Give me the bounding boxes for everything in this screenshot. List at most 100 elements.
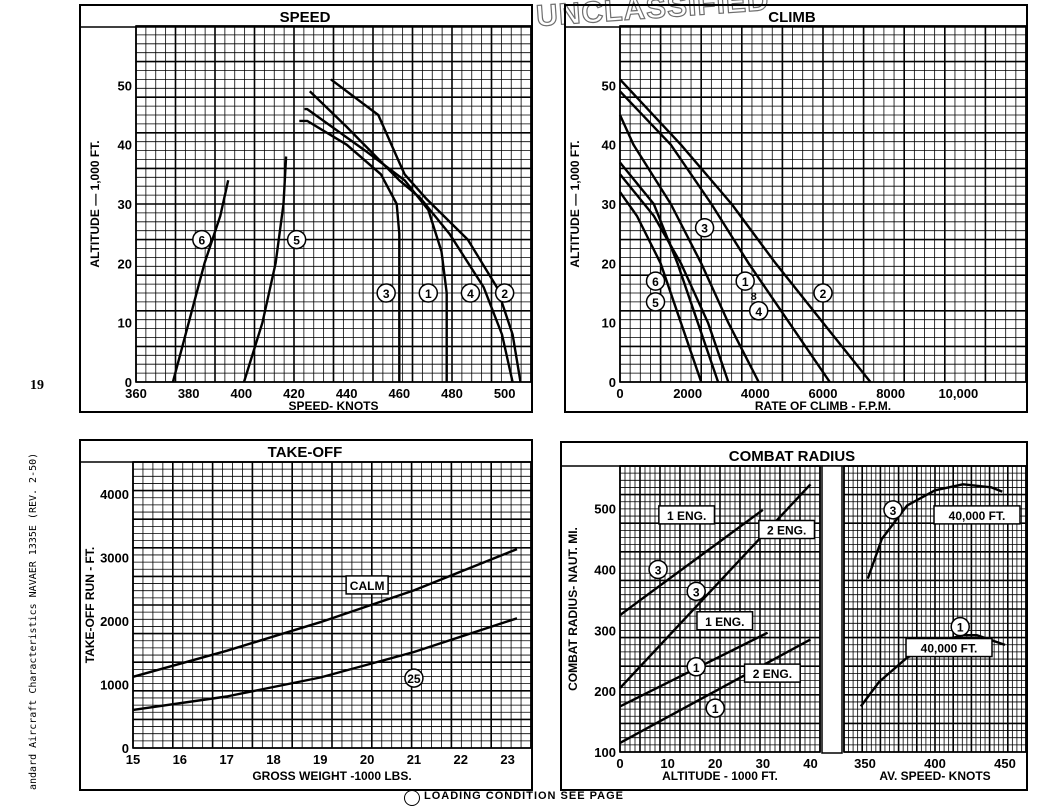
y-tick-label: 400: [594, 562, 616, 577]
series-marker-circle: [376, 283, 396, 303]
y-tick-label: 20: [602, 256, 616, 271]
y-tick-label: 20: [118, 256, 132, 271]
chart-frame: [564, 4, 1028, 413]
y-tick-label: 50: [602, 78, 616, 93]
plot-area: [132, 461, 532, 749]
series-marker-circle: [748, 301, 769, 321]
annotation-label: 1 ENG.: [667, 509, 706, 523]
chart-title: CLIMB: [768, 9, 816, 26]
y-tick-label: 40: [118, 138, 132, 153]
series-label: 25: [407, 672, 421, 686]
x-axis-label: RATE OF CLIMB - F.P.M.: [755, 399, 891, 413]
y-tick-label: 30: [602, 197, 616, 212]
y-axis-label: ALTITUDE — 1,000 FT.: [88, 140, 102, 267]
chart-takeoff: TAKE-OFF 15 16 17 18 19 20 21 22 23 0 1000 2000 3000 4…: [79, 439, 533, 791]
series-label: 3: [701, 222, 708, 236]
series-line: [242, 156, 288, 383]
series-line: [619, 161, 720, 383]
series-line: [308, 90, 514, 383]
annotation-box: [758, 519, 816, 540]
series-label: 3: [693, 585, 700, 599]
series-marker-circle: [645, 292, 666, 312]
chart-combat_radius_speed: 350 400 450 AV. SPEED- KNOTS 3 1 40,000 FT. 40,…: [843, 465, 1027, 783]
x-tick-label: 6000: [809, 386, 838, 401]
series-label: 6: [652, 275, 659, 289]
x-tick-label: 18: [266, 752, 280, 767]
chart-climb: CLIMB 0 2000 4000 6000 8000 10,000 0 10 20 30 40 50 R…: [564, 4, 1028, 413]
plot-area: [843, 465, 1027, 753]
annotation-label: 40,000 FT.: [921, 642, 978, 656]
x-tick-label: 20: [360, 752, 374, 767]
x-tick-label: 10,000: [938, 386, 978, 401]
y-tick-label: 0: [609, 375, 616, 390]
series-label: 4: [755, 305, 762, 319]
series-label: 1: [742, 275, 749, 289]
x-tick-label: 15: [126, 752, 140, 767]
series-label: 1: [425, 287, 432, 301]
series-marker-circle: [694, 217, 715, 238]
x-tick-label: 480: [441, 386, 463, 401]
series-label: 5: [652, 296, 659, 310]
x-tick-label: 0: [616, 756, 623, 771]
y-tick-label: 4000: [100, 487, 129, 502]
series-marker-circle: [404, 668, 424, 688]
chart-title: TAKE-OFF: [268, 444, 343, 461]
series-marker-circle: [192, 229, 212, 250]
series-line: [618, 114, 760, 383]
plot-area: [619, 465, 821, 753]
series-line: [619, 191, 703, 383]
y-tick-label: 0: [125, 375, 132, 390]
series-label: 3: [655, 563, 662, 577]
x-tick-label: 2000: [673, 386, 702, 401]
y-tick-label: 30: [118, 197, 132, 212]
chart-combat_radius_altitude: COMBAT RADIUS 0 10 20 30 40 100 200 300 400 500 ALT…: [560, 441, 1028, 791]
annotation-label: 40,000 FT.: [949, 509, 1006, 523]
series-line: [619, 638, 812, 744]
series-line: [304, 107, 448, 382]
annotation-box: [658, 505, 716, 525]
series-line: [619, 90, 831, 383]
y-tick-label: 10: [118, 316, 132, 331]
x-tick-label: 500: [494, 386, 516, 401]
x-tick-label: 440: [336, 386, 358, 401]
x-tick-label: 4000: [741, 386, 770, 401]
series-label: 1: [712, 702, 719, 716]
series-label: 6: [198, 234, 205, 248]
y-axis-label: COMBAT RADIUS- NAUT. MI.: [566, 527, 580, 691]
y-tick-label: 3000: [100, 550, 129, 565]
series-line: [619, 483, 812, 689]
series-marker-circle: [883, 500, 903, 520]
x-tick-label: 20: [708, 756, 722, 771]
page-number: 19: [30, 378, 44, 393]
plot-area: [135, 25, 532, 383]
series-line: [866, 483, 1003, 579]
chart-speed: SPEED 360 380 400 420 440 460 480 500 0 10 20 30 40 50…: [79, 4, 533, 413]
footer-text: LOADING CONDITION SEE PAGE: [424, 790, 624, 802]
y-tick-label: 0: [122, 741, 129, 756]
x-tick-label: 40: [803, 756, 817, 771]
x-tick-label: 16: [173, 752, 187, 767]
x-axis-label: SPEED- KNOTS: [288, 399, 378, 413]
x-axis-label: AV. SPEED- KNOTS: [879, 769, 990, 783]
series-marker-circle: [418, 283, 439, 303]
series-marker-circle: [735, 271, 755, 291]
y-axis-label: ALTITUDE — 1,000 FT.: [568, 140, 582, 267]
series-line: [299, 119, 401, 382]
chart-title: SPEED: [280, 9, 331, 26]
series-marker-circle: [648, 559, 668, 580]
x-tick-label: 22: [454, 752, 468, 767]
x-tick-label: 21: [407, 752, 421, 767]
series-line: [619, 78, 872, 383]
y-tick-label: 1000: [100, 677, 129, 692]
x-tick-label: 0: [616, 386, 623, 401]
series-label: 2: [820, 287, 827, 301]
chart-title: COMBAT RADIUS: [729, 448, 855, 465]
series-marker-circle: [460, 283, 481, 303]
x-tick-label: 400: [230, 386, 252, 401]
chart-frame: [79, 439, 533, 791]
series-line: [619, 173, 730, 383]
y-tick-label: 40: [602, 138, 616, 153]
x-tick-label: 360: [125, 386, 147, 401]
series-label: 3: [383, 287, 390, 301]
